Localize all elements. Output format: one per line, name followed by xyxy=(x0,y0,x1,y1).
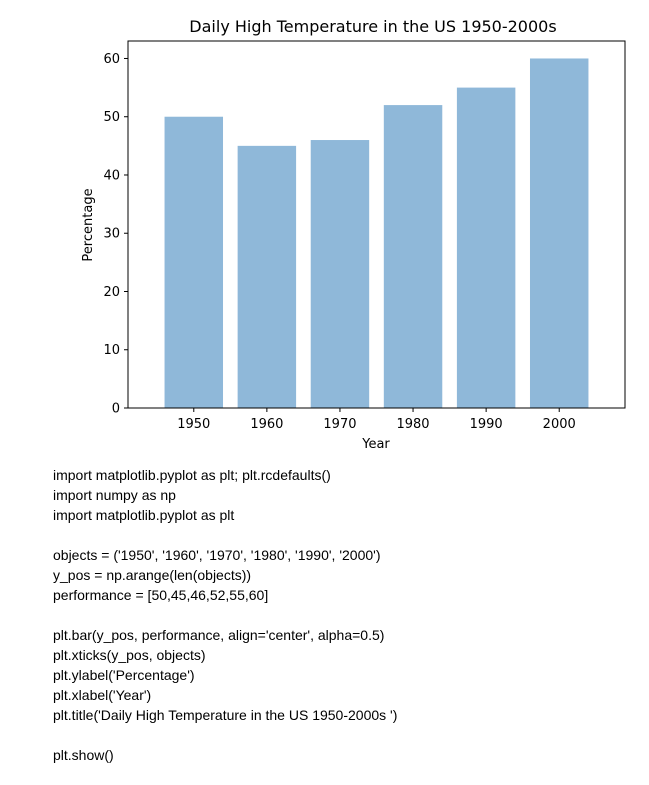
bar-chart: Daily High Temperature in the US 1950-20… xyxy=(81,17,626,452)
chart-title: Daily High Temperature in the US 1950-20… xyxy=(189,17,556,36)
y-axis: 0 10 20 30 40 50 60 xyxy=(103,52,128,417)
code-line: plt.xlabel('Year') xyxy=(53,687,152,703)
code-line: performance = [50,45,46,52,55,60] xyxy=(53,587,269,603)
plot-frame xyxy=(127,40,626,409)
bar-1960 xyxy=(237,145,297,408)
bars-layer xyxy=(164,58,589,409)
x-tick-label: 1960 xyxy=(250,417,283,432)
y-tick-label: 20 xyxy=(103,285,120,300)
code-line: import matplotlib.pyplot as plt; plt.rcd… xyxy=(53,467,331,483)
y-tick-label: 10 xyxy=(103,343,120,358)
x-tick-label: 1950 xyxy=(177,417,210,432)
code-line: plt.title('Daily High Temperature in the… xyxy=(53,707,398,723)
code-line: plt.show() xyxy=(53,747,114,763)
code-line xyxy=(53,605,633,625)
code-line: objects = ('1950', '1960', '1970', '1980… xyxy=(53,547,381,563)
code-line xyxy=(53,525,633,545)
code-line: import matplotlib.pyplot as plt xyxy=(53,507,235,523)
code-line xyxy=(53,725,633,745)
y-axis-label: Percentage xyxy=(81,188,96,261)
code-line: plt.xticks(y_pos, objects) xyxy=(53,647,206,663)
bar-1980 xyxy=(383,105,443,408)
bar-2000 xyxy=(529,58,589,408)
code-line: plt.bar(y_pos, performance, align='cente… xyxy=(53,627,385,643)
x-axis-label: Year xyxy=(361,437,390,452)
y-tick-label: 30 xyxy=(103,227,120,242)
x-axis: 1950 1960 1970 1980 1990 2000 xyxy=(177,408,576,432)
code-snippet: import matplotlib.pyplot as plt; plt.rcd… xyxy=(53,465,633,765)
y-tick-label: 0 xyxy=(112,402,120,417)
y-tick-label: 60 xyxy=(103,52,120,67)
code-line: y_pos = np.arange(len(objects)) xyxy=(53,567,252,583)
y-tick-label: 40 xyxy=(103,168,120,183)
x-tick-label: 1980 xyxy=(396,417,429,432)
y-tick-label: 50 xyxy=(103,110,120,125)
bar-1950 xyxy=(164,116,224,408)
bar-1990 xyxy=(456,87,516,408)
code-line: plt.ylabel('Percentage') xyxy=(53,667,195,683)
x-tick-label: 2000 xyxy=(543,417,576,432)
bar-1970 xyxy=(310,140,370,409)
code-line: import numpy as np xyxy=(53,487,176,503)
x-tick-label: 1990 xyxy=(470,417,503,432)
x-tick-label: 1970 xyxy=(323,417,356,432)
